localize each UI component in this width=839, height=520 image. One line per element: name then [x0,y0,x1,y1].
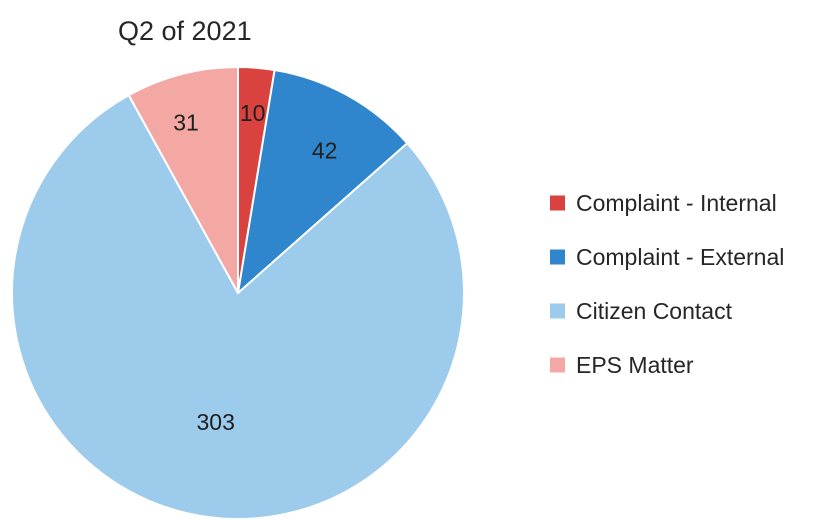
pie-slice-complaint-external [236,68,409,296]
pie-data-labels: 10 42 303 31 [173,100,337,435]
legend-label: Citizen Contact [576,298,733,324]
data-label: 31 [173,109,199,135]
legend-swatch [550,249,565,265]
legend-label: EPS Matter [576,352,694,378]
chart-title: Q2 of 2021 [118,16,252,46]
data-label: 10 [240,100,266,126]
legend-swatch [550,303,565,319]
legend-label: Complaint - Internal [576,190,777,216]
legend-swatch [550,195,565,211]
pie-slices [11,65,465,520]
pie-slice-eps-matter [127,65,239,294]
legend-swatch [550,357,565,373]
legend-label: Complaint - External [576,244,784,270]
data-label: 42 [312,138,338,164]
data-label: 303 [197,409,235,435]
legend: Complaint - Internal Complaint - External… [550,190,784,378]
pie-slice-citizen-contact [11,93,465,520]
